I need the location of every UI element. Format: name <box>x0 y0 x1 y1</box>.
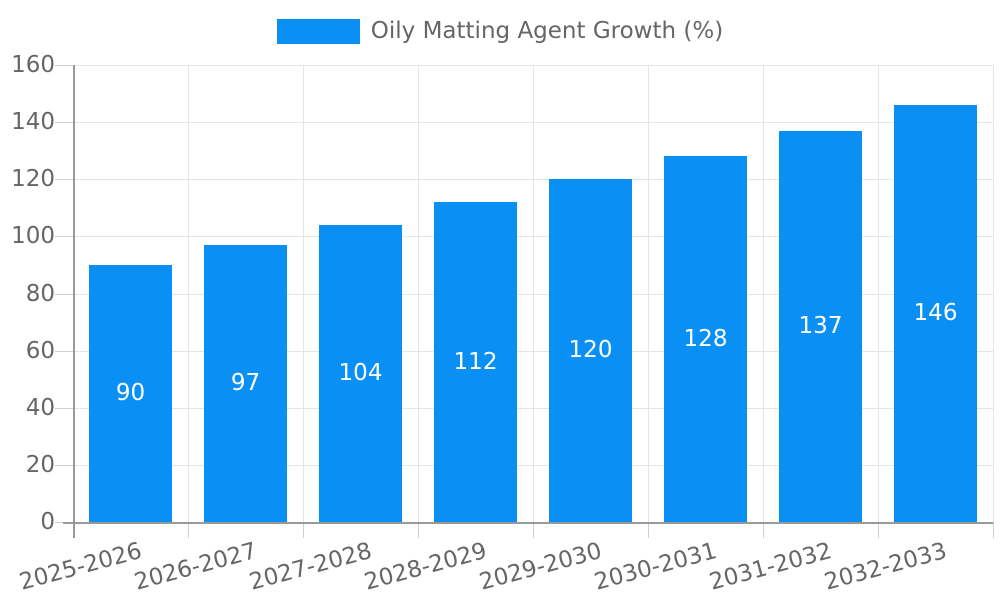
bar-value-label: 112 <box>453 348 498 375</box>
bar[interactable]: 90 <box>89 264 172 522</box>
bar[interactable]: 112 <box>434 202 517 522</box>
y-axis-tick <box>55 65 73 66</box>
y-tick-label: 0 <box>40 509 55 535</box>
y-axis-line <box>73 65 75 538</box>
y-tick-label: 60 <box>25 338 55 364</box>
y-axis-tick <box>55 179 73 180</box>
bar[interactable]: 128 <box>664 156 747 522</box>
y-axis-tick <box>55 294 73 295</box>
legend-swatch-icon <box>276 18 360 44</box>
y-tick-label: 100 <box>11 223 55 249</box>
gridline-v <box>418 65 419 522</box>
x-tick-label: 2027-2028 <box>246 538 375 596</box>
x-axis-line <box>63 522 993 524</box>
y-axis-tick <box>55 236 73 237</box>
gridline-v <box>533 65 534 522</box>
x-tick-label: 2029-2030 <box>476 538 605 596</box>
x-tick-label: 2025-2026 <box>16 538 145 596</box>
x-axis-tick <box>418 522 419 538</box>
y-axis-tick <box>55 465 73 466</box>
y-axis-tick <box>55 408 73 409</box>
bar-value-label: 90 <box>115 379 146 406</box>
bar-value-label: 146 <box>913 299 958 326</box>
y-tick-label: 160 <box>11 52 55 78</box>
x-axis-tick <box>188 522 189 538</box>
bar-value-label: 137 <box>798 312 843 339</box>
legend[interactable]: Oily Matting Agent Growth (%) <box>0 18 1000 44</box>
x-axis-tick <box>648 522 649 538</box>
legend-label: Oily Matting Agent Growth (%) <box>370 18 724 44</box>
bar[interactable]: 120 <box>549 179 632 522</box>
gridline-v <box>303 65 304 522</box>
x-tick-label: 2032-2033 <box>821 538 950 596</box>
gridline-v <box>188 65 189 522</box>
gridline-v <box>993 65 994 522</box>
y-tick-label: 40 <box>25 395 55 421</box>
x-axis-tick <box>303 522 304 538</box>
y-tick-label: 20 <box>25 452 55 478</box>
x-tick-label: 2030-2031 <box>591 538 720 596</box>
y-tick-label: 120 <box>11 166 55 192</box>
y-axis-tick <box>55 351 73 352</box>
bar[interactable]: 97 <box>204 244 287 522</box>
bar[interactable]: 104 <box>319 224 402 522</box>
y-tick-label: 140 <box>11 109 55 135</box>
bar-value-label: 97 <box>230 369 261 396</box>
bar-value-label: 104 <box>338 359 383 386</box>
x-tick-label: 2028-2029 <box>361 538 490 596</box>
bar[interactable]: 137 <box>779 130 862 522</box>
bar[interactable]: 146 <box>894 104 977 522</box>
y-axis-tick <box>55 122 73 123</box>
x-axis-tick <box>993 522 994 538</box>
x-tick-label: 2026-2027 <box>131 538 260 596</box>
x-axis-tick <box>763 522 764 538</box>
x-axis-tick <box>878 522 879 538</box>
x-axis-tick <box>533 522 534 538</box>
gridline-v <box>763 65 764 522</box>
bar-value-label: 128 <box>683 325 728 352</box>
bar-value-label: 120 <box>568 337 613 364</box>
y-tick-label: 80 <box>25 281 55 307</box>
gridline-v <box>878 65 879 522</box>
gridline-v <box>648 65 649 522</box>
x-tick-label: 2031-2032 <box>706 538 835 596</box>
